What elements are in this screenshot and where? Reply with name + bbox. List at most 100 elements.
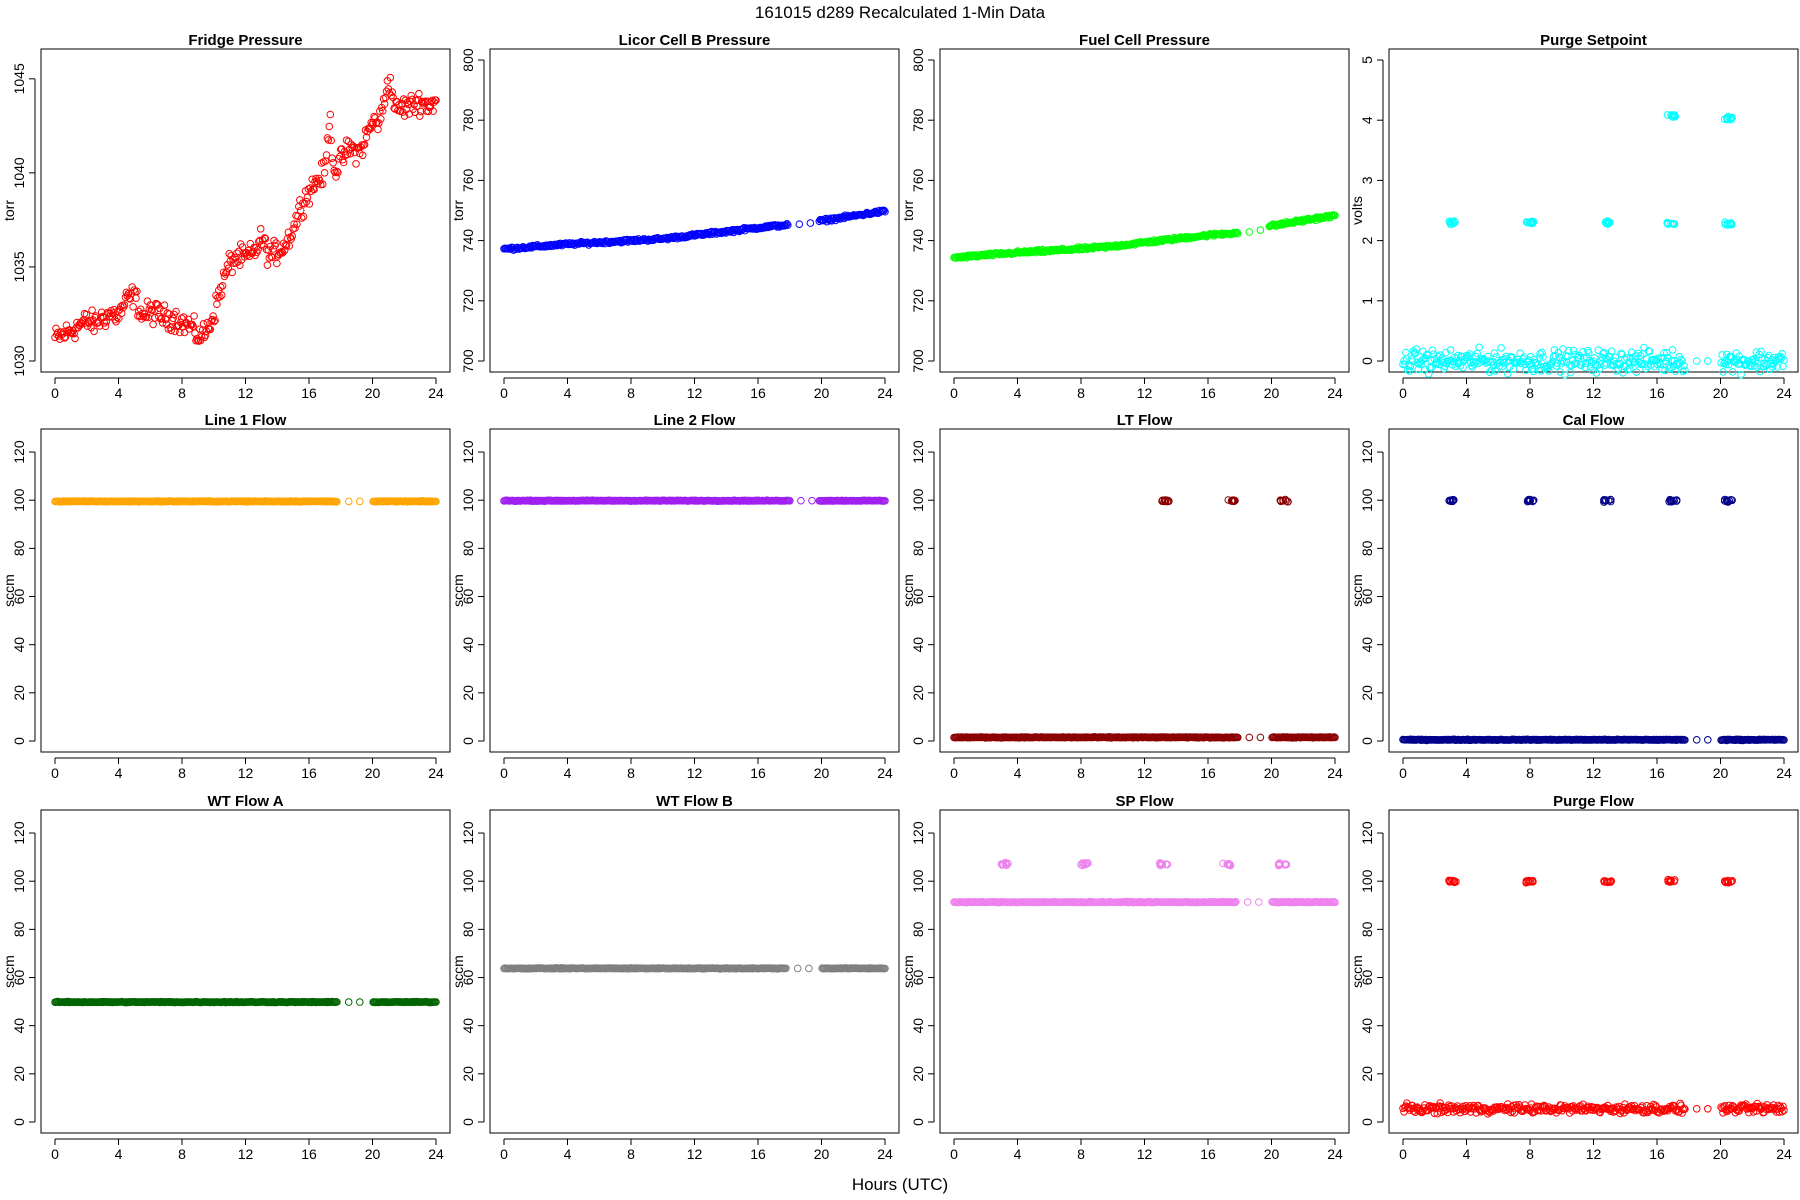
x-tick-label: 8 [178,765,186,781]
data-point [1728,496,1736,505]
data-point [1411,349,1420,358]
y-tick-label: 800 [460,48,476,72]
data-point [252,244,260,252]
data-point [333,497,341,506]
y-tick-label: 0 [910,737,926,745]
data-point [1661,366,1669,375]
data-point [428,96,437,105]
x-tick-label: 20 [1264,1146,1280,1162]
x-tick-label: 8 [1526,1146,1534,1162]
x-tick-label: 20 [1264,765,1280,781]
data-point [1498,362,1506,371]
y-tick-label: 20 [460,685,476,701]
data-point [806,219,815,227]
y-tick-label: 60 [910,970,926,986]
x-tick-label: 4 [564,1146,572,1162]
y-tick-label: 40 [1359,1018,1375,1034]
y-tick-label: 120 [11,821,27,845]
data-point [1725,496,1734,505]
data-point [291,224,299,232]
y-axis-label: sccm [450,955,466,988]
data-point [1642,364,1650,373]
data-point [228,268,236,277]
data-point [1487,366,1496,374]
x-tick-label: 16 [1649,1146,1665,1162]
data-point [1653,360,1662,369]
data-point [1454,351,1462,360]
data-point [219,268,228,277]
data-point [180,328,189,337]
data-point [172,307,180,316]
x-tick-label: 8 [627,1146,635,1162]
data-point [1566,368,1575,377]
data-point [171,327,179,336]
y-tick-label: 700 [460,349,476,373]
data-point [235,247,243,256]
data-point [120,301,129,309]
data-point [1082,859,1091,868]
data-point [280,246,289,255]
x-tick-label: 0 [950,765,958,781]
panel-title: Line 1 Flow [205,412,287,429]
data-point [1671,111,1679,119]
data-point [1402,348,1410,357]
data-point [1606,495,1615,504]
x-tick-label: 16 [1200,765,1216,781]
data-point [578,238,586,247]
data-point [320,169,329,177]
x-tick-label: 24 [877,385,893,401]
data-point [1275,221,1283,229]
x-tick-label: 8 [1526,385,1534,401]
x-tick-label: 16 [301,385,317,401]
series-points [51,997,440,1007]
x-tick-label: 16 [301,765,317,781]
y-tick-label: 80 [11,540,27,556]
data-point [1283,497,1292,506]
data-point [1680,362,1688,370]
data-point [795,220,804,228]
y-tick-label: 1 [1359,297,1375,305]
y-tick-label: 100 [11,488,27,512]
data-point [1539,353,1547,361]
y-tick-label: 80 [910,921,926,937]
x-tick-label: 20 [365,765,381,781]
series-points [51,497,440,506]
data-point [1475,343,1483,352]
data-point [256,225,265,233]
data-point [296,206,305,215]
data-point [1780,736,1788,744]
data-point [232,259,240,267]
data-point [326,110,335,119]
data-point [126,295,134,303]
y-axis-label: torr [900,200,916,221]
data-point [303,193,312,202]
y-tick-label: 80 [1359,921,1375,937]
y-tick-label: 40 [11,1018,27,1034]
data-point [1232,897,1240,906]
panel-title: Licor Cell B Pressure [619,32,771,49]
data-point [356,998,364,1006]
data-point [786,497,794,505]
plot-frame [40,428,451,753]
data-point [328,154,337,162]
data-point [322,151,331,159]
x-tick-label: 4 [564,765,572,781]
data-point [1633,360,1642,368]
y-tick-label: 80 [460,921,476,937]
data-point [207,317,215,325]
y-tick-label: 2 [1359,236,1375,244]
data-point [54,328,62,337]
data-point [1660,349,1668,357]
panel-title: WT Flow B [656,793,733,810]
data-point [136,305,145,314]
y-tick-label: 80 [1359,540,1375,556]
x-tick-label: 16 [1649,385,1665,401]
data-point [1564,346,1573,355]
